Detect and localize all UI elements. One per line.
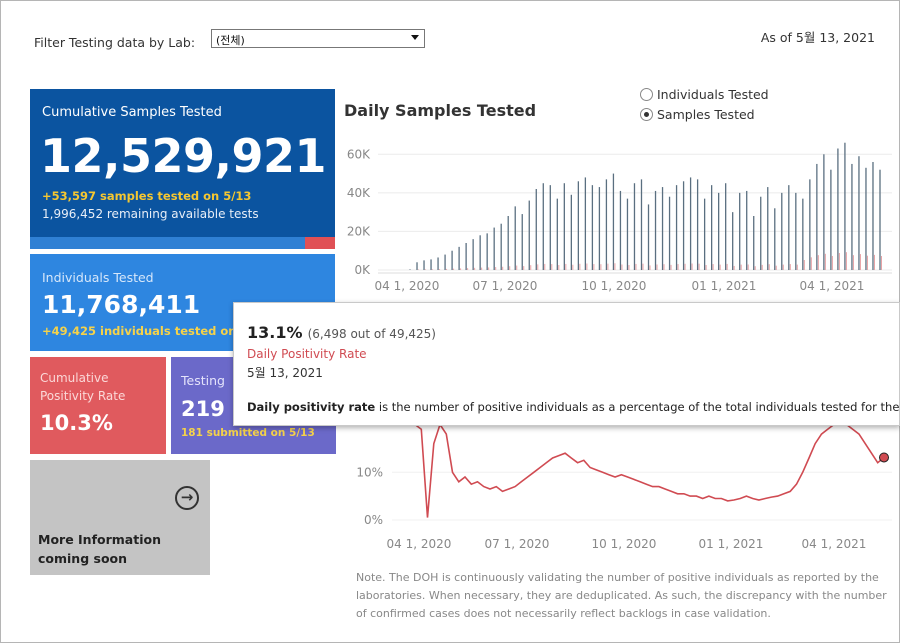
tooltip-definition: Daily positivity rate is the number of p…	[247, 400, 900, 414]
chart-tooltip: 13.1% (6,498 out of 49,425) Daily Positi…	[233, 302, 900, 426]
x-tick-label: 04 1, 2021	[802, 537, 867, 551]
as-of-date: As of 5월 13, 2021	[760, 30, 875, 45]
tooltip-percent: 13.1%	[247, 323, 303, 342]
radio-label-individuals: Individuals Tested	[657, 87, 769, 102]
radio-label-samples: Samples Tested	[657, 107, 755, 122]
radio-button-selected[interactable]	[640, 108, 653, 121]
tooltip-metric: Daily Positivity Rate	[247, 347, 367, 361]
x-tick-label: 07 1, 2020	[485, 537, 550, 551]
highlighted-point	[879, 452, 889, 463]
cumulative-samples-value: 12,529,921	[40, 129, 327, 183]
y-tick-label: 10%	[356, 465, 383, 479]
positivity-rate-card[interactable]: Cumulative Positivity Rate 10.3%	[30, 357, 166, 454]
y-tick-label: 0K	[354, 263, 371, 277]
tooltip-header: 13.1% (6,498 out of 49,425)	[247, 323, 436, 342]
x-tick-label: 01 1, 2021	[699, 537, 764, 551]
lab-filter-dropdown[interactable]: (전체)	[211, 29, 425, 48]
test-capacity-bar	[30, 237, 335, 249]
test-capacity-remaining-fill	[304, 237, 335, 249]
individuals-tested-title: Individuals Tested	[42, 270, 154, 285]
x-tick-label: 04 1, 2020	[387, 537, 452, 551]
radio-button[interactable]	[640, 88, 653, 101]
y-tick-label: 40K	[347, 186, 371, 200]
testing-labs-value: 219	[181, 397, 225, 421]
individuals-tested-today: +49,425 individuals tested on	[42, 324, 237, 338]
tooltip-definition-text: is the number of positive individuals as…	[375, 400, 900, 414]
chevron-down-icon	[411, 35, 419, 40]
positivity-rate-value: 10.3%	[40, 411, 113, 435]
labs-submitted-today: 181 submitted on 5/13	[181, 427, 315, 439]
tooltip-definition-term: Daily positivity rate	[247, 400, 376, 414]
validation-note: Note. The DOH is continuously validating…	[356, 571, 887, 620]
individuals-tested-value: 11,768,411	[42, 290, 201, 319]
positivity-line	[414, 421, 885, 518]
tooltip-detail: (6,498 out of 49,425)	[307, 327, 436, 341]
x-tick-label: 10 1, 2020	[582, 279, 647, 293]
testing-labs-title: Testing	[181, 373, 225, 388]
more-information-text: More Information coming soon	[38, 532, 161, 566]
y-tick-label: 0%	[364, 513, 383, 527]
x-tick-label: 04 1, 2021	[800, 279, 865, 293]
lab-filter-label: Filter Testing data by Lab:	[34, 35, 196, 50]
cumulative-samples-card[interactable]: Cumulative Samples Tested 12,529,921 +53…	[30, 89, 335, 249]
tooltip-date: 5월 13, 2021	[247, 366, 323, 380]
x-tick-label: 10 1, 2020	[592, 537, 657, 551]
lab-filter-selected-value: (전체)	[216, 34, 245, 47]
positivity-rate-title: Cumulative Positivity Rate	[40, 371, 126, 403]
y-tick-label: 20K	[347, 224, 371, 238]
x-tick-label: 01 1, 2021	[692, 279, 757, 293]
arrow-right-circle-icon[interactable]: →	[175, 486, 199, 510]
y-tick-label: 60K	[347, 147, 371, 161]
samples-tested-today: +53,597 samples tested on 5/13	[42, 189, 252, 203]
cumulative-samples-title: Cumulative Samples Tested	[42, 105, 222, 120]
daily-samples-chart-title: Daily Samples Tested	[344, 101, 537, 120]
more-information-card[interactable]: → More Information coming soon	[30, 460, 210, 575]
x-tick-label: 07 1, 2020	[473, 279, 538, 293]
x-tick-label: 04 1, 2020	[375, 279, 440, 293]
remaining-tests: 1,996,452 remaining available tests	[42, 207, 259, 221]
